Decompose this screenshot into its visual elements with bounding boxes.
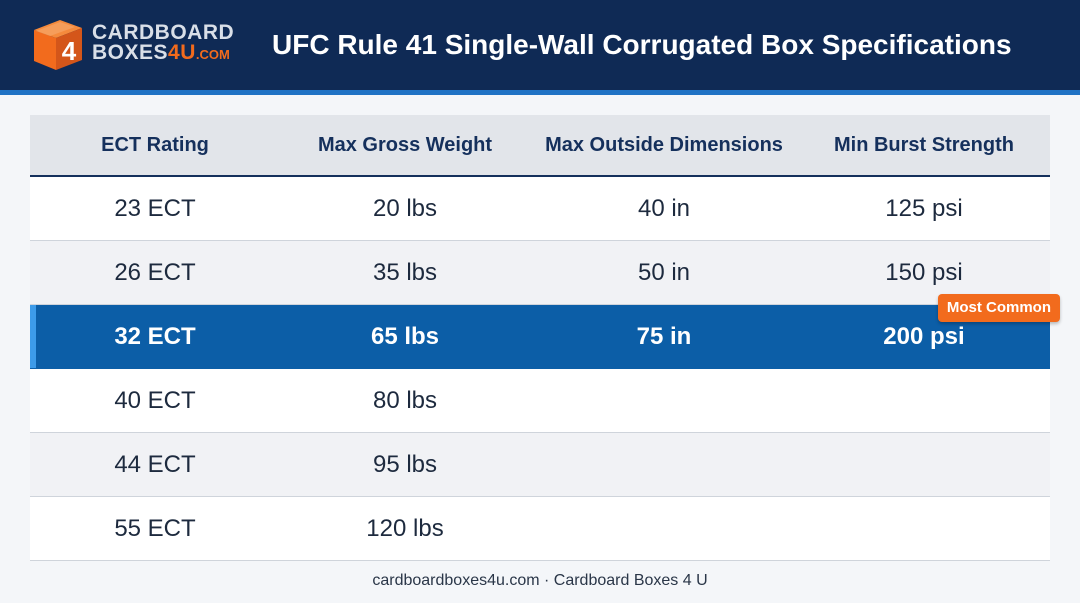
column-header-max-gross-weight: Max Gross Weight xyxy=(317,134,493,156)
cardboard-box-icon: 4 xyxy=(34,20,82,70)
brand-logo: 4 CARDBOARD BOXES4U.COM xyxy=(30,14,250,74)
footer-credit: cardboardboxes4u.com · Cardboard Boxes 4… xyxy=(372,572,708,589)
most-common-badge: Most Common xyxy=(937,294,1060,322)
header-accent-stripe xyxy=(0,90,1080,95)
cell-burst xyxy=(798,497,1050,560)
column-header-max-outside-dimensions: Max Outside Dimensions xyxy=(545,134,783,156)
cell-weight: 35 lbs xyxy=(372,259,438,286)
table-header: ECT Rating Max Gross Weight Max Outside … xyxy=(30,115,1050,177)
cell-burst xyxy=(798,433,1050,496)
logo-wordmark-line2: BOXES4U.COM xyxy=(92,41,230,64)
cell-ect: 23 ECT xyxy=(114,195,196,222)
table-row: 55 ECT 120 lbs xyxy=(30,497,1050,561)
cell-weight: 95 lbs xyxy=(372,451,438,478)
table-row: 23 ECT 20 lbs 40 in 125 psi xyxy=(30,177,1050,241)
cell-burst: 150 psi xyxy=(885,259,963,286)
cell-dimensions: 50 in xyxy=(637,259,691,286)
cell-ect: 40 ECT xyxy=(114,387,196,414)
logo-wordmark-line1: CARDBOARD xyxy=(92,21,235,44)
cell-burst: 125 psi xyxy=(885,195,963,222)
box-digit: 4 xyxy=(62,36,77,66)
cell-dimensions: 75 in xyxy=(636,323,692,350)
cell-burst: 200 psi xyxy=(883,323,965,350)
specs-table: ECT Rating Max Gross Weight Max Outside … xyxy=(30,115,1060,561)
cell-ect: 44 ECT xyxy=(114,451,196,478)
cell-weight: 20 lbs xyxy=(372,195,438,222)
cell-dimensions xyxy=(530,433,798,496)
table-row: 44 ECT 95 lbs xyxy=(30,433,1050,497)
column-header-min-burst-strength: Min Burst Strength xyxy=(834,134,1014,156)
table-row-highlighted: 32 ECT 65 lbs 75 in 200 psi Most Common xyxy=(30,294,1060,369)
table-row: 26 ECT 35 lbs 50 in 150 psi xyxy=(30,241,1050,305)
table-row: 40 ECT 80 lbs xyxy=(30,369,1050,433)
cell-dimensions xyxy=(530,497,798,560)
cell-weight: 65 lbs xyxy=(370,323,440,350)
cell-ect: 55 ECT xyxy=(114,515,196,542)
cell-ect: 32 ECT xyxy=(114,323,196,350)
cell-burst xyxy=(798,369,1050,432)
cell-dimensions: 40 in xyxy=(637,195,691,222)
header-bar: 4 CARDBOARD BOXES4U.COM UFC Rule 41 Sing… xyxy=(0,0,1080,90)
cell-weight: 80 lbs xyxy=(372,387,438,414)
cell-weight: 120 lbs xyxy=(366,515,444,542)
page-title: UFC Rule 41 Single-Wall Corrugated Box S… xyxy=(272,29,1012,60)
cell-dimensions xyxy=(530,369,798,432)
column-header-ect-rating: ECT Rating xyxy=(101,134,209,156)
cell-ect: 26 ECT xyxy=(114,259,196,286)
